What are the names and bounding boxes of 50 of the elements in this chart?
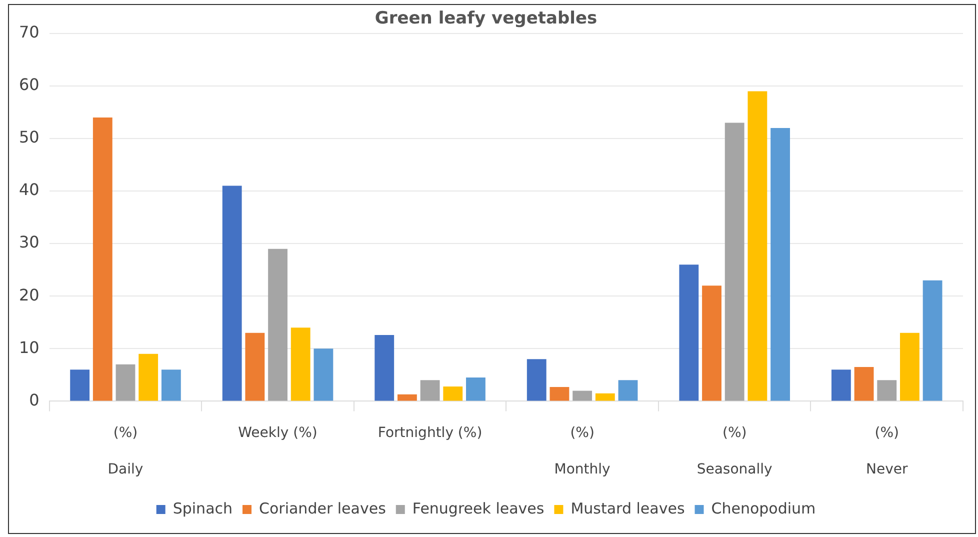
bar	[679, 264, 699, 401]
legend-label: Coriander leaves	[259, 499, 386, 518]
bar	[466, 378, 486, 401]
legend-label: Fenugreek leaves	[412, 499, 544, 518]
bar	[618, 380, 638, 401]
bar	[595, 393, 615, 401]
bar	[702, 286, 722, 401]
bar	[222, 186, 242, 401]
legend-label: Chenopodium	[711, 499, 816, 518]
bar	[161, 370, 181, 401]
bar	[268, 248, 288, 401]
bar	[443, 386, 463, 401]
y-tick-label: 70	[19, 22, 40, 42]
y-tick-label: 60	[19, 75, 40, 94]
bar	[245, 332, 265, 401]
bar	[572, 390, 592, 401]
category-label: (%) Daily	[108, 425, 144, 478]
bar	[854, 367, 874, 401]
y-tick-label: 10	[19, 338, 40, 357]
bar	[724, 122, 744, 401]
bar	[526, 359, 546, 401]
bar	[420, 380, 440, 401]
category-label: (%) Seasonally	[696, 425, 772, 478]
bar	[770, 128, 790, 401]
bar	[831, 370, 851, 401]
bar	[290, 328, 310, 401]
y-tick-label: 50	[19, 128, 40, 147]
bar	[550, 387, 570, 401]
y-tick-label: 30	[19, 232, 40, 252]
bar	[92, 117, 112, 401]
bar	[877, 380, 897, 401]
bar	[748, 91, 768, 401]
y-tick-label: 0	[29, 390, 40, 410]
legend-label: Spinach	[172, 499, 233, 518]
y-tick-label: 20	[19, 285, 40, 304]
bar	[900, 332, 920, 401]
bar	[314, 348, 334, 401]
category-label: (%) Never	[866, 425, 908, 478]
category-label: (%) Monthly	[554, 425, 610, 478]
y-tick-label: 40	[19, 180, 40, 200]
bar	[138, 354, 158, 401]
bar	[116, 364, 136, 401]
bar	[397, 394, 417, 401]
bar	[70, 370, 90, 401]
x-tick-label: Fortnightly (%)	[378, 425, 482, 442]
bar	[922, 280, 942, 401]
chart-title: Green leafy vegetables	[374, 8, 598, 29]
bar	[374, 334, 394, 401]
x-tick-label: Weekly (%)	[238, 425, 318, 442]
legend-label: Mustard leaves	[570, 499, 685, 518]
